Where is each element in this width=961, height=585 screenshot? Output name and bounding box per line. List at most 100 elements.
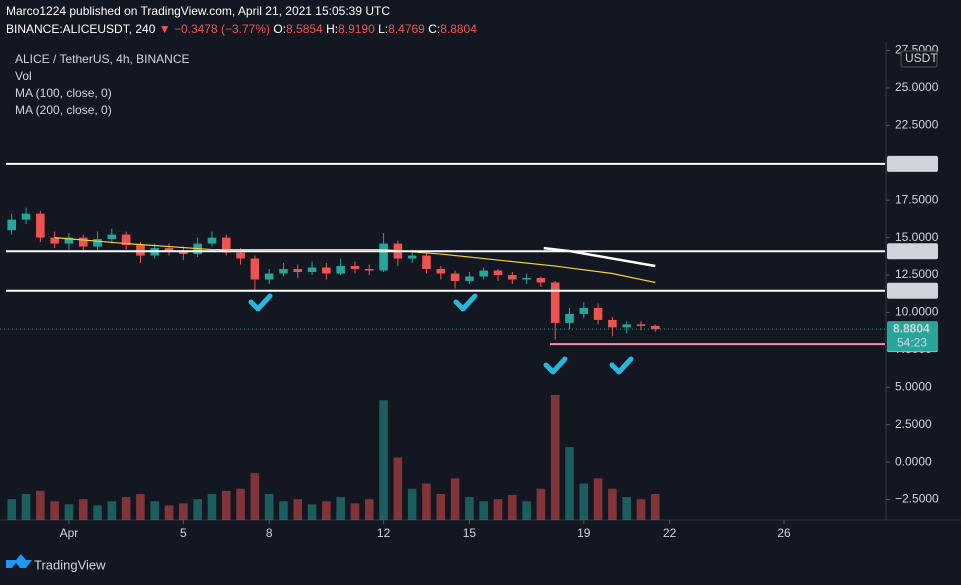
volume-bar bbox=[21, 493, 31, 520]
ohlc-label: H: bbox=[326, 22, 338, 36]
volume-bar bbox=[64, 504, 74, 520]
candle-body bbox=[179, 251, 188, 255]
level-tag bbox=[887, 155, 938, 172]
ohlc-value: 8.8804 bbox=[440, 22, 477, 36]
volume-bar bbox=[7, 499, 17, 520]
x-tick-label: 12 bbox=[377, 526, 391, 540]
volume-bar bbox=[522, 501, 531, 520]
volume-bar bbox=[221, 490, 231, 520]
volume-bar bbox=[279, 501, 288, 520]
countdown: 54:23 bbox=[897, 335, 927, 349]
volume-bar bbox=[393, 457, 403, 520]
candle-body bbox=[450, 273, 460, 281]
volume-bar bbox=[322, 501, 331, 520]
volume-bar bbox=[107, 501, 117, 520]
checkmark bbox=[453, 293, 478, 312]
checkmarks bbox=[248, 293, 634, 375]
candle-body bbox=[593, 307, 603, 320]
x-tick-label: 5 bbox=[180, 526, 187, 540]
candle-body bbox=[322, 267, 331, 274]
level-tag bbox=[887, 282, 938, 299]
candle-body bbox=[536, 278, 546, 283]
volume-bar bbox=[407, 488, 417, 520]
logo bbox=[6, 554, 32, 568]
change: ▼ −0.3478 (−3.77%) bbox=[159, 22, 270, 36]
volume-bar bbox=[422, 483, 431, 520]
volume-bar bbox=[608, 488, 617, 520]
volume-bar bbox=[164, 505, 174, 520]
candle-body bbox=[508, 275, 517, 280]
candle-body bbox=[493, 270, 503, 276]
candle-body bbox=[93, 239, 102, 247]
volume-bar bbox=[78, 499, 88, 520]
candle-body bbox=[78, 237, 88, 247]
level-tag bbox=[887, 243, 938, 260]
volume-bar bbox=[50, 501, 59, 520]
legend-volume: Vol bbox=[15, 69, 32, 83]
candle-body bbox=[7, 219, 17, 231]
candle-body bbox=[21, 213, 31, 220]
candle-body bbox=[651, 325, 660, 330]
volume-bar bbox=[236, 488, 245, 520]
candle-body bbox=[379, 243, 388, 271]
last-price-tag bbox=[887, 321, 938, 352]
volume-bar bbox=[93, 505, 102, 520]
ohlc-label: O: bbox=[273, 22, 286, 36]
last-price-label: 8.8804 bbox=[893, 321, 930, 335]
moving-average bbox=[543, 246, 656, 268]
candle-body bbox=[565, 313, 574, 323]
currency-tag bbox=[900, 50, 938, 68]
candle-body bbox=[250, 258, 260, 280]
volume-bar bbox=[465, 497, 474, 520]
ohlc-label: C: bbox=[428, 22, 440, 36]
candle-body bbox=[221, 237, 231, 253]
volume-bar bbox=[364, 499, 374, 520]
candle-body bbox=[336, 266, 345, 274]
candle-body bbox=[236, 252, 245, 259]
level-label: 19.9247 bbox=[891, 156, 935, 170]
candle-body bbox=[364, 269, 374, 271]
x-tick-label: 19 bbox=[577, 526, 591, 540]
footer: TradingView bbox=[34, 557, 106, 572]
candle-body bbox=[436, 269, 446, 274]
volume-bar bbox=[264, 493, 274, 520]
volume-bar bbox=[479, 501, 488, 520]
header-line: BINANCE:ALICEUSDT, 240 ▼ −0.3478 (−3.77%… bbox=[6, 22, 477, 36]
currency: USDT bbox=[905, 51, 938, 65]
candle-body bbox=[293, 269, 303, 273]
candle-body bbox=[636, 324, 646, 326]
volume-bar bbox=[622, 497, 631, 520]
volume-bar bbox=[250, 473, 260, 520]
candle-body bbox=[622, 324, 631, 328]
candle-body bbox=[350, 266, 360, 270]
publisher: Marco1224 published on TradingView.com, … bbox=[6, 4, 390, 18]
candle-body bbox=[465, 276, 474, 281]
candle-body bbox=[64, 237, 74, 244]
symbol: BINANCE:ALICEUSDT, 240 bbox=[6, 22, 156, 36]
volume-bar bbox=[121, 497, 131, 520]
candle-body bbox=[107, 234, 117, 240]
x-tick-label: 8 bbox=[266, 526, 273, 540]
candle-body bbox=[522, 278, 531, 280]
checkmark bbox=[543, 356, 568, 375]
ohlc-value: 8.4769 bbox=[388, 22, 425, 36]
candle-body bbox=[279, 269, 288, 274]
volume-bar bbox=[350, 503, 360, 520]
y-tick-label: −2.5000 bbox=[895, 492, 939, 506]
candle-body bbox=[608, 319, 617, 328]
candle-body bbox=[207, 237, 217, 244]
y-tick-label: 15.0000 bbox=[895, 230, 939, 244]
volume-bar bbox=[193, 499, 202, 520]
volume-bar bbox=[379, 400, 388, 520]
y-tick-label: 5.0000 bbox=[895, 379, 932, 393]
legend-entry: MA (200, close, 0) bbox=[15, 103, 112, 117]
volume-bar bbox=[493, 499, 503, 520]
y-tick-label: 12.5000 bbox=[895, 267, 939, 281]
y-tick-label: 17.5000 bbox=[895, 192, 939, 206]
x-tick-label: 26 bbox=[777, 526, 791, 540]
volume-bar bbox=[336, 497, 345, 520]
candle-body bbox=[407, 255, 417, 259]
volume-bar bbox=[508, 495, 517, 520]
